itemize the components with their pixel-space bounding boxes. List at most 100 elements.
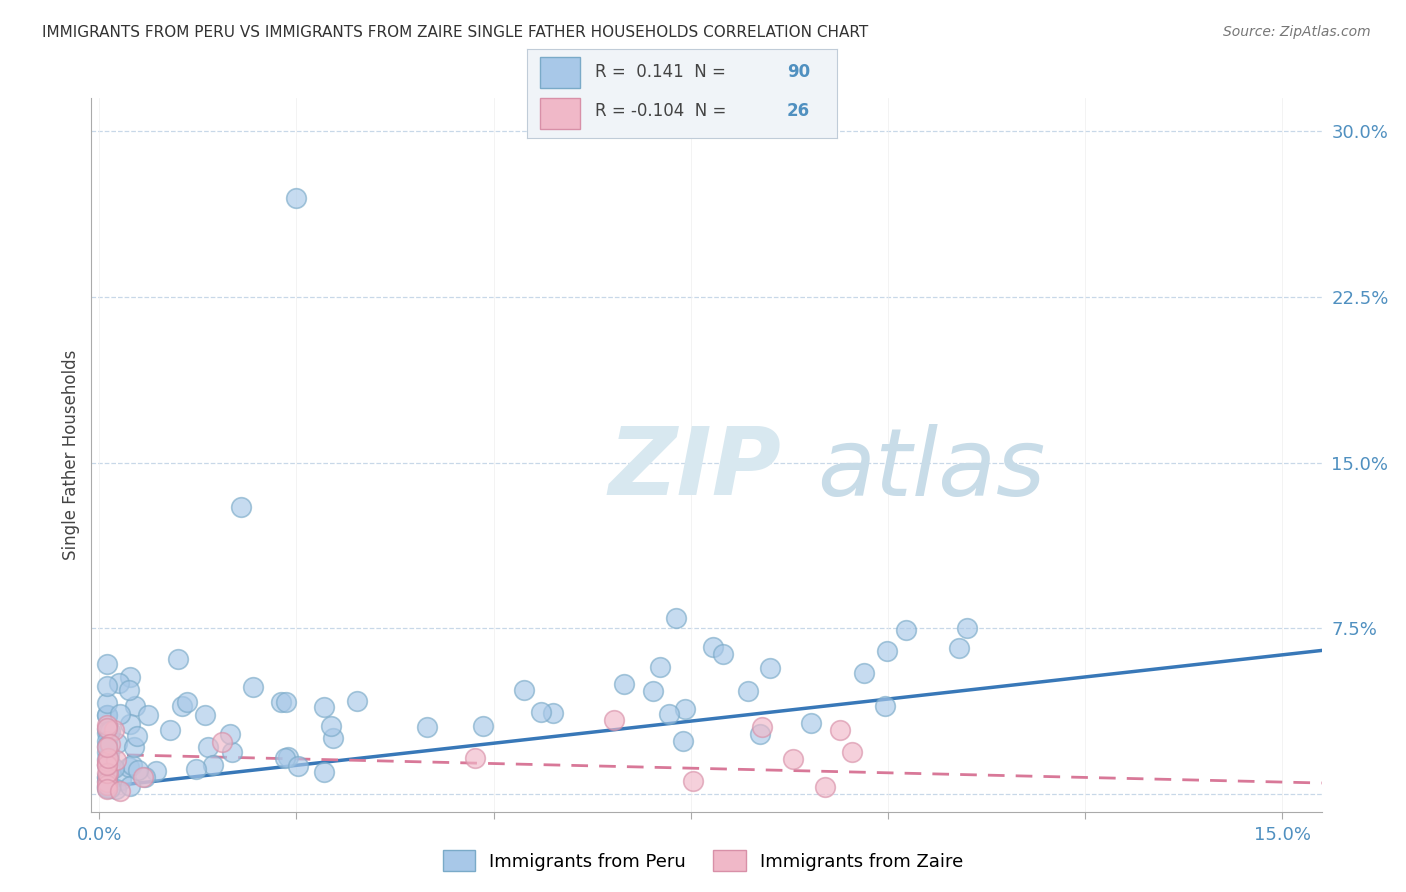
Point <box>758 661 780 675</box>
Point <box>530 705 553 719</box>
Y-axis label: Single Father Households: Single Father Households <box>62 350 80 560</box>
Point <box>98 723 121 738</box>
Point <box>96 721 118 735</box>
Point <box>276 695 298 709</box>
Point <box>218 727 240 741</box>
Point <box>98 738 121 752</box>
Point <box>650 660 672 674</box>
Point <box>96 708 118 723</box>
Point <box>221 745 243 759</box>
Point <box>270 695 292 709</box>
Text: ZIP: ZIP <box>607 423 780 516</box>
Point <box>96 774 118 789</box>
Point <box>97 753 120 767</box>
Point <box>274 750 297 764</box>
Point <box>98 780 121 795</box>
Point <box>145 764 167 778</box>
Point <box>170 699 193 714</box>
Point <box>96 765 118 780</box>
Point <box>665 611 688 625</box>
Point <box>104 782 127 797</box>
Point <box>167 652 190 666</box>
Point <box>96 770 118 784</box>
Point <box>118 717 141 731</box>
Point <box>134 770 156 784</box>
Point <box>830 723 852 737</box>
Point <box>176 695 198 709</box>
Point <box>96 780 118 795</box>
Point <box>96 679 118 693</box>
FancyBboxPatch shape <box>540 57 579 88</box>
Point <box>159 723 181 737</box>
Point <box>104 753 127 767</box>
Point <box>512 682 534 697</box>
Point <box>96 757 118 772</box>
Point <box>98 747 121 761</box>
Point <box>876 644 898 658</box>
Point <box>96 782 118 797</box>
Point <box>748 727 770 741</box>
Point <box>96 696 118 710</box>
Point <box>853 665 876 680</box>
Point <box>751 720 773 734</box>
Text: R =  0.141  N =: R = 0.141 N = <box>595 63 731 81</box>
Point <box>285 190 308 204</box>
Point <box>312 764 335 779</box>
Point <box>97 724 120 739</box>
Point <box>96 752 118 766</box>
Point <box>321 719 343 733</box>
Point <box>346 694 368 708</box>
Text: atlas: atlas <box>817 424 1046 515</box>
Point <box>800 716 823 731</box>
Point <box>101 761 124 775</box>
Point <box>894 623 917 637</box>
Point <box>96 707 118 722</box>
Legend: Immigrants from Peru, Immigrants from Zaire: Immigrants from Peru, Immigrants from Za… <box>436 843 970 879</box>
Point <box>841 745 863 759</box>
Point <box>287 758 309 772</box>
Point <box>673 701 696 715</box>
Point <box>658 707 681 722</box>
Point <box>814 780 837 794</box>
Text: 26: 26 <box>787 103 810 120</box>
Point <box>110 783 132 797</box>
Point <box>672 733 695 747</box>
Point <box>96 779 118 793</box>
Point <box>108 676 131 690</box>
Point <box>96 757 118 772</box>
Point <box>124 698 146 713</box>
Point <box>127 764 149 778</box>
Point <box>96 740 118 755</box>
Point <box>96 754 118 768</box>
Point <box>641 684 664 698</box>
Point <box>96 739 118 754</box>
Point <box>682 773 704 788</box>
Point <box>956 621 979 635</box>
Point <box>314 700 336 714</box>
Point <box>97 750 120 764</box>
Text: IMMIGRANTS FROM PERU VS IMMIGRANTS FROM ZAIRE SINGLE FATHER HOUSEHOLDS CORRELATI: IMMIGRANTS FROM PERU VS IMMIGRANTS FROM … <box>42 25 869 40</box>
Point <box>613 677 636 691</box>
Point <box>197 739 219 754</box>
Point <box>948 640 970 655</box>
Point <box>96 718 118 732</box>
Point <box>96 734 118 748</box>
Point <box>120 779 142 793</box>
Point <box>110 772 132 787</box>
Point <box>96 778 118 792</box>
Point <box>242 680 264 694</box>
Point <box>131 770 153 784</box>
Point <box>108 707 131 722</box>
Point <box>96 756 118 771</box>
Point <box>277 750 299 764</box>
Point <box>211 735 233 749</box>
Point <box>416 721 439 735</box>
Point <box>118 683 141 698</box>
Point <box>602 713 624 727</box>
Text: 90: 90 <box>787 63 810 81</box>
Point <box>97 766 120 780</box>
Point <box>118 670 141 684</box>
Point <box>737 684 759 698</box>
Point <box>202 758 225 772</box>
Point <box>322 731 344 746</box>
